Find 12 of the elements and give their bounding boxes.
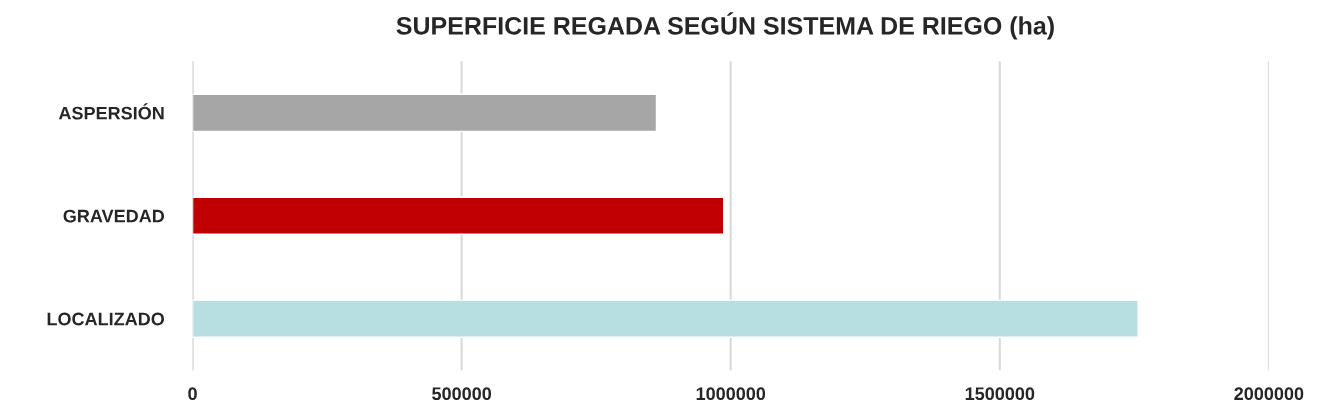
y-tick-label: ASPERSIÓN <box>58 103 164 120</box>
x-tick-label: 2000000 <box>1234 387 1304 401</box>
bar <box>192 299 1139 338</box>
bar <box>192 93 658 133</box>
x-tick-label: 500000 <box>432 387 492 401</box>
x-tick-label: 1500000 <box>965 387 1035 401</box>
bar <box>192 196 725 235</box>
x-tick-label: 0 <box>188 387 197 401</box>
chart-title: SUPERFICIE REGADA SEGÚN SISTEMA DE RIEGO (ha) <box>396 12 1054 40</box>
y-tick-label: LOCALIZADO <box>47 312 165 326</box>
x-tick-label: 1000000 <box>696 387 766 401</box>
y-tick-label: GRAVEDAD <box>63 209 165 223</box>
